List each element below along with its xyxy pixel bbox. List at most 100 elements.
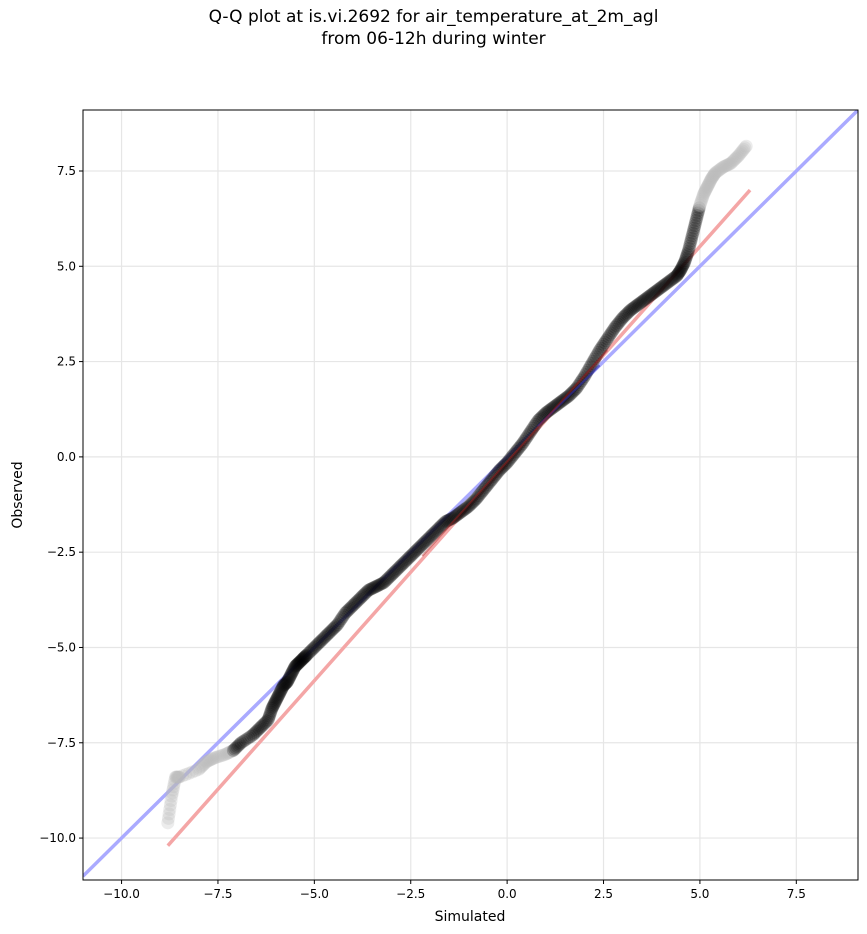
qq-point (507, 448, 521, 462)
qq-point (413, 540, 427, 554)
qq-point (366, 581, 380, 595)
qq-point (544, 402, 558, 416)
qq-point (266, 699, 280, 713)
qq-point (630, 298, 644, 312)
qq-point (694, 196, 708, 210)
qq-point (705, 171, 719, 185)
qq-point (486, 471, 500, 485)
qq-point (584, 359, 598, 373)
qq-point (725, 155, 739, 169)
qq-point (396, 557, 410, 571)
qq-point (162, 807, 176, 821)
qq-point (284, 667, 298, 681)
qq-point (739, 139, 753, 153)
qq-point (293, 654, 307, 668)
qq-point (577, 370, 591, 384)
qq-point (292, 656, 306, 670)
qq-point (471, 490, 485, 504)
qq-point (343, 601, 357, 615)
qq-point (327, 621, 341, 635)
qq-point (291, 656, 305, 670)
qq-point (240, 732, 254, 746)
qq-point (621, 306, 635, 320)
qq-point (573, 376, 587, 390)
qq-point (266, 700, 280, 714)
qq-point (690, 211, 704, 225)
qq-point (211, 750, 225, 764)
qq-point (368, 580, 382, 594)
qq-point (341, 604, 355, 618)
qq-point (377, 576, 391, 590)
qq-point (693, 198, 707, 212)
qq-point (288, 660, 302, 674)
x-tick-label: −7.5 (203, 887, 232, 901)
x-tick-label: −5.0 (300, 887, 329, 901)
qq-point (676, 259, 690, 273)
qq-point (329, 619, 343, 633)
qq-point (485, 473, 499, 487)
qq-point (393, 559, 407, 573)
qq-point (345, 600, 359, 614)
qq-point (482, 476, 496, 490)
qq-point (405, 548, 419, 562)
qq-point (287, 662, 301, 676)
qq-point (647, 286, 661, 300)
qq-point (701, 179, 715, 193)
qq-point (666, 272, 680, 286)
qq-point (347, 597, 361, 611)
qq-point (735, 144, 749, 158)
x-axis: −10.0 −7.5 −5.0 −2.5 0.0 2.5 5.0 7.5 (103, 880, 806, 901)
qq-point (166, 783, 180, 797)
qq-point (277, 678, 291, 692)
qq-point (290, 658, 304, 672)
qq-point (354, 591, 368, 605)
qq-point (360, 585, 374, 599)
qq-point (713, 162, 727, 176)
qq-point (332, 616, 346, 630)
qq-point (234, 736, 248, 750)
qq-point (659, 276, 673, 290)
qq-point (499, 457, 513, 471)
qq-point (670, 269, 684, 283)
y-tick-label: −2.5 (47, 545, 76, 559)
qq-point (649, 284, 663, 298)
qq-point (480, 479, 494, 493)
qq-point (369, 579, 383, 593)
qq-point (339, 605, 353, 619)
qq-point (271, 690, 285, 704)
qq-point (268, 695, 282, 709)
qq-point (692, 203, 706, 217)
qq-point (636, 294, 650, 308)
qq-point (526, 421, 540, 435)
qq-point (314, 634, 328, 648)
qq-point (338, 606, 352, 620)
qq-point (306, 642, 320, 656)
qq-point (585, 356, 599, 370)
qq-point (280, 675, 294, 689)
qq-point (467, 494, 481, 508)
qq-point (272, 687, 286, 701)
qq-point (193, 761, 207, 775)
qq-point (328, 620, 342, 634)
x-tick-label: 5.0 (690, 887, 709, 901)
qq-point (220, 747, 234, 761)
qq-point (194, 760, 208, 774)
qq-point (246, 728, 260, 742)
qq-point (689, 214, 703, 228)
qq-point (418, 535, 432, 549)
qq-point (688, 216, 702, 230)
qq-point (296, 651, 310, 665)
qq-point (591, 345, 605, 359)
x-tick-label: −2.5 (396, 887, 425, 901)
qq-point (599, 334, 613, 348)
chart-title: Q-Q plot at is.vi.2692 for air_temperatu… (0, 6, 867, 50)
qq-point (620, 307, 634, 321)
qq-point (206, 752, 220, 766)
qq-point (445, 512, 459, 526)
y-tick-label: −10.0 (39, 831, 76, 845)
qq-point (492, 463, 506, 477)
qq-point (337, 608, 351, 622)
qq-point (373, 578, 387, 592)
qq-point (282, 672, 296, 686)
qq-point (253, 721, 267, 735)
